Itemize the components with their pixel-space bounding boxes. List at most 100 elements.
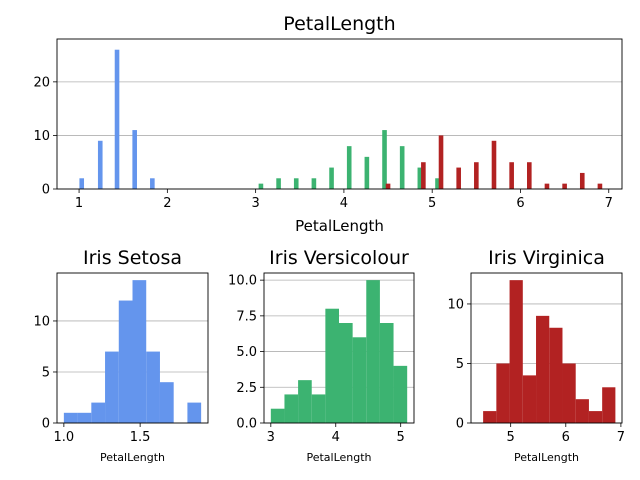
bar-series1-8 [399, 146, 405, 189]
histogram-bar-2 [298, 380, 312, 423]
histogram-bar-3 [105, 351, 119, 423]
histogram-bar-4 [325, 308, 339, 423]
y-tick-label: 5 [456, 357, 464, 372]
bar-series0-2 [114, 49, 120, 189]
histogram-bar-5 [339, 323, 353, 423]
x-tick-label: 5 [507, 430, 515, 445]
x-tick-label: 7 [605, 196, 613, 211]
bar-series1-6 [364, 156, 370, 189]
histogram-bar-4 [536, 315, 550, 423]
histogram-bar-8 [379, 323, 394, 423]
axes-frame [263, 272, 415, 424]
chart-title: PetalLength [283, 13, 395, 35]
bar-series2-9 [562, 183, 567, 189]
histogram-bar-2 [509, 280, 523, 423]
x-axis-label: PetalLength [100, 451, 165, 464]
chart-title: Iris Setosa [83, 247, 182, 269]
chart-title: Iris Versicolour [269, 247, 409, 269]
histogram-bar-6 [562, 363, 576, 423]
y-tick-label: 20 [33, 75, 50, 90]
histogram-bar-5 [132, 280, 147, 423]
bar-series1-9 [417, 167, 423, 189]
y-tick-label: 0 [42, 417, 50, 432]
y-tick-label: 0.0 [236, 417, 257, 432]
bar-series1-4 [329, 167, 334, 189]
bar-series0-1 [97, 140, 103, 189]
histogram-bar-2 [91, 402, 106, 423]
y-tick-label: 5 [42, 365, 50, 380]
histogram-bar-1 [77, 412, 92, 423]
x-tick-label: 1.5 [130, 430, 151, 445]
y-tick-label: 0 [456, 417, 464, 432]
y-tick-label: 5.0 [236, 345, 257, 360]
histogram-bar-6 [146, 351, 160, 423]
bar-series1-7 [382, 130, 387, 189]
y-tick-label: 0 [42, 183, 50, 198]
bar-series0-3 [132, 130, 137, 189]
chart-panel-0: 0 10 20 1 2 3 4 5 6 7 PetalLength PetalLength [33, 13, 623, 235]
chart-panel-1: 0 5 10 1.0 1.5 Iris Setosa PetalLength [33, 247, 209, 464]
x-tick-label: 3 [251, 196, 259, 211]
histogram-bar-3 [311, 394, 326, 423]
x-tick-label: 7 [617, 430, 625, 445]
y-tick-label: 2.5 [236, 381, 257, 396]
bar-series1-5 [346, 146, 352, 189]
histogram-bar-1 [284, 394, 299, 423]
histogram-bar-5 [549, 327, 563, 423]
y-tick-label: 10.0 [228, 274, 257, 289]
chart-title: Iris Virginica [488, 247, 605, 269]
histogram-bar-9 [393, 365, 408, 423]
y-tick-label: 10 [33, 314, 50, 329]
histogram-bar-0 [483, 411, 497, 423]
axes-frame [56, 38, 623, 190]
histogram-bar-4 [118, 300, 133, 423]
bar-series1-3 [311, 178, 317, 189]
x-axis-label: PetalLength [295, 217, 384, 235]
bar-series0-0 [79, 178, 85, 189]
x-tick-label: 4 [340, 196, 348, 211]
x-axis-label: PetalLength [306, 451, 371, 464]
bar-series2-6 [509, 162, 514, 189]
axes-frame [56, 272, 209, 424]
bar-series2-4 [474, 162, 479, 189]
bar-series1-10 [435, 178, 440, 189]
histogram-bar-0 [270, 408, 285, 423]
bar-series1-2 [293, 178, 299, 189]
histogram-bar-7 [575, 399, 589, 423]
histogram-bar-3 [522, 375, 537, 423]
bar-series2-0 [385, 183, 391, 189]
y-tick-label: 10 [447, 297, 464, 312]
bar-series2-10 [579, 172, 585, 189]
histogram-bar-1 [496, 363, 510, 423]
histogram-bar-0 [63, 412, 78, 423]
bar-series2-5 [491, 140, 497, 189]
x-tick-label: 6 [516, 196, 524, 211]
histogram-bar-7 [366, 280, 380, 423]
histogram-bar-8 [588, 411, 603, 423]
histogram-bar-9 [602, 387, 616, 423]
bar-series0-4 [150, 178, 155, 189]
x-tick-label: 4 [332, 430, 340, 445]
x-tick-label: 1.0 [54, 430, 75, 445]
x-axis-label: PetalLength [514, 451, 579, 464]
bar-series2-7 [527, 162, 532, 189]
histogram-bar-9 [187, 402, 202, 423]
histogram-bar-7 [159, 382, 174, 423]
y-tick-label: 7.5 [236, 309, 257, 324]
x-tick-label: 5 [428, 196, 436, 211]
bar-series1-1 [276, 178, 281, 189]
bar-series2-8 [544, 183, 550, 189]
axes-frame [470, 272, 623, 424]
x-tick-label: 3 [267, 430, 275, 445]
bar-series2-3 [456, 167, 461, 189]
bar-series2-1 [421, 162, 426, 189]
bar-series1-0 [258, 183, 264, 189]
x-tick-label: 2 [163, 196, 171, 211]
bar-series2-11 [597, 183, 603, 189]
y-tick-label: 10 [33, 129, 50, 144]
bar-series2-2 [438, 135, 444, 189]
x-tick-label: 5 [397, 430, 405, 445]
chart-panel-3: 0 5 10 5 6 7 Iris Virginica PetalLength [447, 247, 625, 464]
chart-panel-2: 0.0 2.5 5.0 7.5 10.0 3 4 5 Iris Versicolour Petal… [228, 247, 415, 464]
